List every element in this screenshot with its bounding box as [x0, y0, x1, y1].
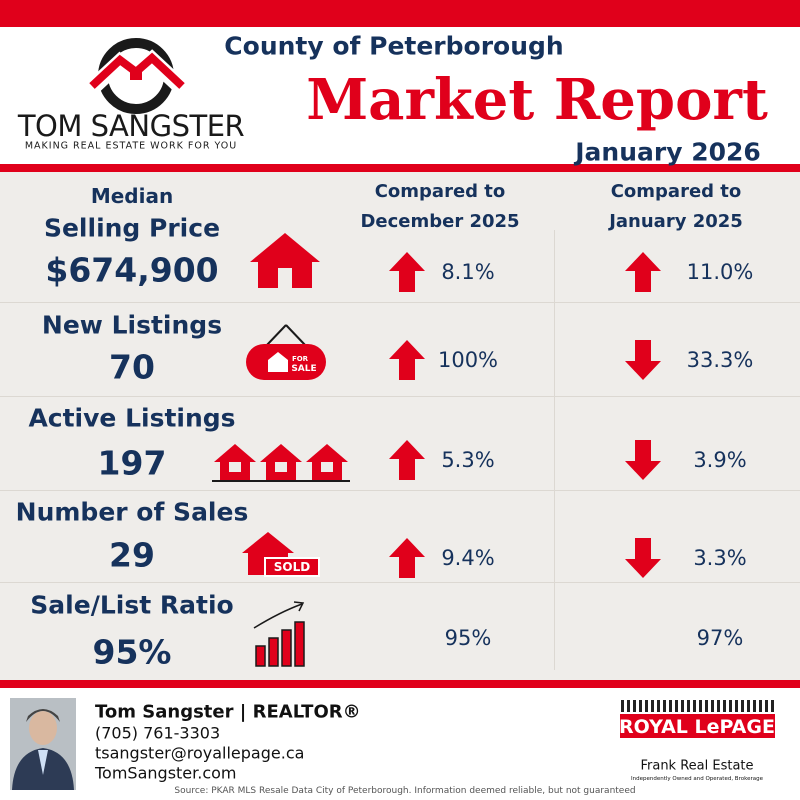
- sold-icon: SOLD: [242, 532, 320, 577]
- stripe: [657, 700, 660, 712]
- brokerage-logo: ROYAL LePAGE: [619, 700, 775, 738]
- stripe: [735, 700, 738, 712]
- stripe: [663, 700, 666, 712]
- change: 8.1%: [441, 260, 495, 284]
- icon-text: SOLD: [274, 560, 310, 574]
- logo: [86, 38, 188, 114]
- row-divider: [0, 396, 800, 397]
- website: TomSangster.com: [95, 763, 237, 783]
- row-divider: [0, 582, 800, 583]
- stripe: [693, 700, 696, 712]
- phone: (705) 761-3303: [95, 723, 221, 743]
- icon-text: FOR: [292, 355, 309, 363]
- change: 3.3%: [693, 546, 747, 570]
- metric-label: Sale/List Ratio: [30, 590, 234, 620]
- stripe: [621, 700, 624, 712]
- metric-label: Active Listings: [28, 403, 236, 433]
- stripe: [723, 700, 726, 712]
- stripe: [771, 700, 774, 712]
- stripe: [705, 700, 708, 712]
- title: Market Report: [306, 67, 768, 133]
- metric-value: 95%: [92, 632, 172, 672]
- change: 95%: [444, 626, 492, 650]
- column-divider: [554, 230, 555, 670]
- change: 97%: [696, 626, 744, 650]
- arrow-down: [625, 340, 661, 380]
- agent-role: REALTOR®: [252, 701, 361, 723]
- agent-photo: [10, 698, 76, 790]
- period: January 2026: [575, 137, 761, 167]
- houses-icon: [212, 444, 350, 482]
- metrics-panel: [0, 172, 800, 680]
- stripe: [759, 700, 762, 712]
- stripe: [747, 700, 750, 712]
- column-header: Compared to December 2025: [360, 181, 520, 232]
- arrow-up: [625, 252, 661, 292]
- agent-name: Tom Sangster: [95, 701, 234, 723]
- column-header: Compared to January 2025: [609, 181, 743, 232]
- footer-rule: [0, 680, 800, 688]
- stripe: [681, 700, 684, 712]
- stripe: [639, 700, 642, 712]
- stripe: [753, 700, 756, 712]
- brand: TOM SANGSTER: [17, 109, 245, 143]
- house-icon: [250, 233, 320, 288]
- metric-value: 197: [97, 443, 167, 483]
- stripe: [651, 700, 654, 712]
- arrow-up: [389, 340, 425, 380]
- metric-value: 70: [109, 347, 155, 387]
- growth-icon: [253, 601, 305, 667]
- stripe: [633, 700, 636, 712]
- change: 9.4%: [441, 546, 495, 570]
- icon-text: SALE: [291, 364, 316, 374]
- region: County of Peterborough: [224, 31, 564, 61]
- agent-line: Tom Sangster | REALTOR®: [95, 701, 361, 723]
- stripe: [645, 700, 648, 712]
- stripe: [729, 700, 732, 712]
- stripe: [627, 700, 630, 712]
- row-divider: [0, 302, 800, 303]
- stripe: [717, 700, 720, 712]
- row-divider: [0, 490, 800, 491]
- brokerage: ROYAL LePAGE: [619, 716, 775, 738]
- arrow-up: [389, 252, 425, 292]
- metric-value: 29: [109, 535, 155, 575]
- stripe: [669, 700, 672, 712]
- email: tsangster@royallepage.ca: [95, 743, 305, 763]
- stripe: [711, 700, 714, 712]
- change: 33.3%: [686, 348, 754, 372]
- change: 100%: [437, 348, 499, 372]
- metric-label: Number of Sales: [15, 497, 249, 527]
- stripe: [765, 700, 768, 712]
- arrow-down: [625, 440, 661, 480]
- metric-label-prefix: Median: [90, 184, 174, 208]
- metric-label: New Listings: [41, 310, 223, 340]
- stripe: [741, 700, 744, 712]
- change: 3.9%: [693, 448, 747, 472]
- top-band: [0, 0, 800, 27]
- arrow-up: [389, 440, 425, 480]
- stripe: [687, 700, 690, 712]
- for-sale-icon: FOR SALE: [246, 324, 326, 380]
- arrow-up: [389, 538, 425, 578]
- stripe: [675, 700, 678, 712]
- office: Frank Real Estate: [640, 758, 754, 774]
- office-note: Independently Owned and Operated, Broker…: [631, 776, 763, 782]
- header-rule: [0, 164, 800, 172]
- tagline: MAKING REAL ESTATE WORK FOR YOU: [24, 140, 238, 152]
- stripe: [699, 700, 702, 712]
- arrow-down: [625, 538, 661, 578]
- change: 5.3%: [441, 448, 495, 472]
- metric-label: Selling Price: [43, 213, 221, 243]
- metric-value: $674,900: [45, 250, 219, 290]
- source: Source: PKAR MLS Resale Data City of Pet…: [174, 786, 636, 796]
- change: 11.0%: [686, 260, 754, 284]
